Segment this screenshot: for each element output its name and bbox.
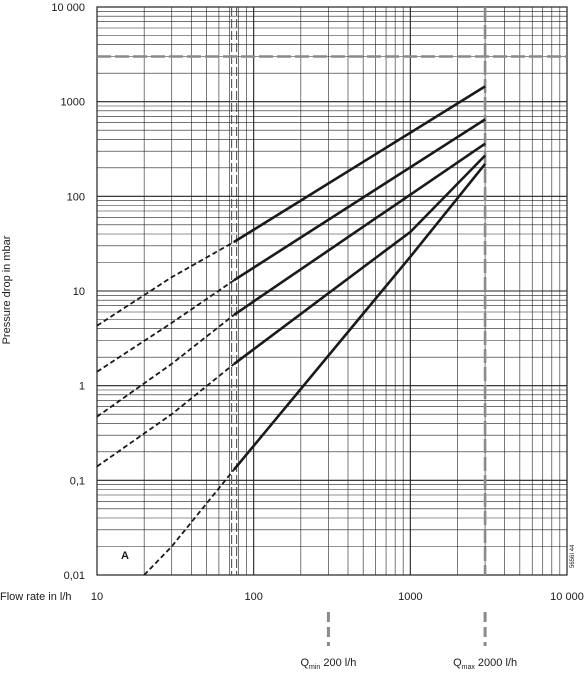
reference-lines-layer [97, 7, 567, 575]
curve-5-dashed [143, 468, 235, 576]
q-marker-label-1: Qmin 200 l/h [300, 657, 356, 671]
curve-4-solid [233, 154, 487, 365]
curves-layer [96, 85, 487, 576]
y-tick-label: 1 [79, 381, 85, 393]
figure-code: 5656I 44 [570, 544, 576, 568]
region-label-a: A [121, 550, 129, 562]
x-tick-label: 10 000 [550, 591, 584, 603]
y-tick-label: 0,01 [64, 570, 85, 582]
y-tick-label: 10 000 [51, 2, 85, 14]
x-tick-label: 10 [91, 591, 103, 603]
y-tick-label: 0,1 [70, 475, 85, 487]
y-axis-label: Pressure drop in mbar [1, 235, 13, 344]
y-tick-label: 100 [67, 191, 85, 203]
plot-frame [96, 6, 568, 576]
x-axis-label: Flow rate in l/h [0, 591, 72, 603]
q-marker-label-2: Qmax 2000 l/h [453, 657, 517, 671]
tick-labels-layer: 0,01 0,1 1 10 100 1000 10 000 10 100 1000 10 000 [51, 2, 583, 603]
x-tick-label: 1000 [398, 591, 422, 603]
curve-4-dashed [96, 363, 235, 468]
q-markers-layer: Qmin 200 l/h Qmax 2000 l/h [300, 612, 517, 671]
y-tick-label: 1000 [61, 97, 85, 109]
y-tick-label: 10 [73, 286, 85, 298]
grid-layer [96, 6, 568, 576]
curve-1-solid [233, 85, 486, 244]
curve-2-solid [233, 118, 486, 282]
curve-5-solid [233, 163, 487, 471]
curve-2-dashed [96, 279, 235, 373]
curve-1-dashed [96, 241, 235, 327]
curve-3-dashed [96, 314, 235, 418]
x-tick-label: 100 [244, 591, 262, 603]
curve-3-solid [233, 142, 486, 316]
